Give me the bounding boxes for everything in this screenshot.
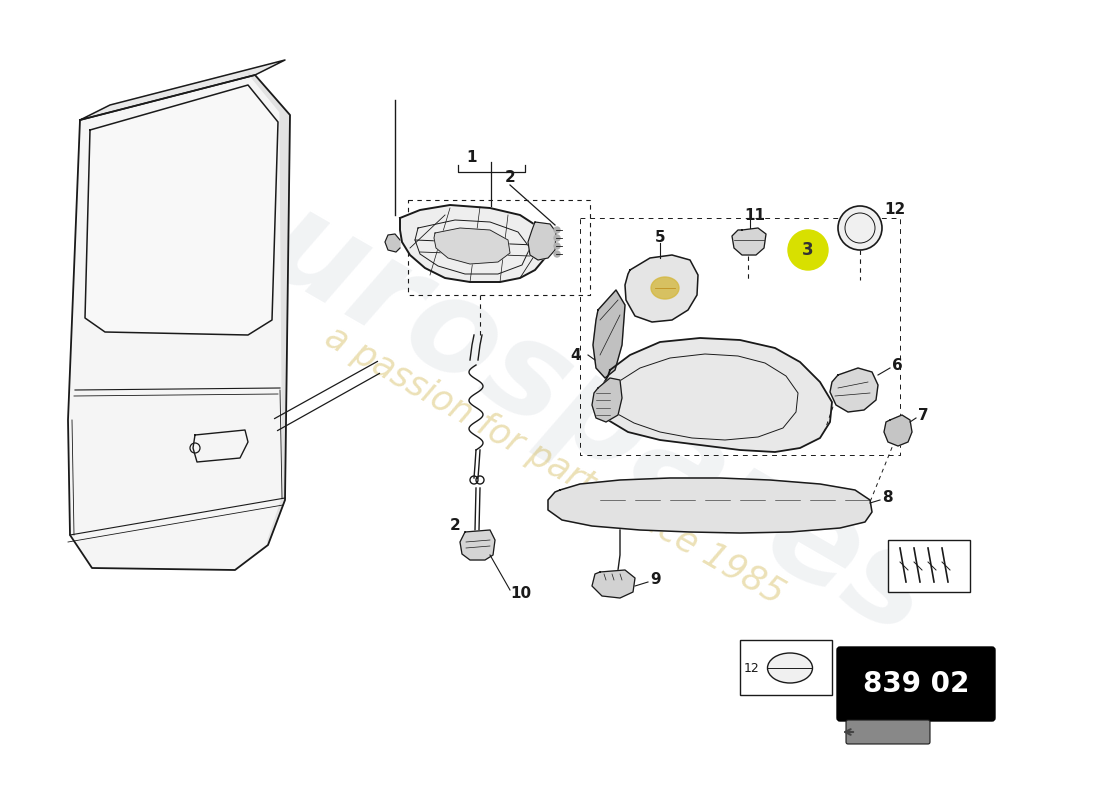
- Text: eurospares: eurospares: [167, 136, 954, 664]
- Polygon shape: [732, 228, 766, 255]
- FancyBboxPatch shape: [888, 540, 970, 592]
- Text: 4: 4: [571, 347, 581, 362]
- Polygon shape: [528, 222, 556, 260]
- FancyBboxPatch shape: [846, 720, 929, 744]
- Text: 11: 11: [745, 207, 766, 222]
- Text: 2: 2: [450, 518, 461, 533]
- Text: 12: 12: [884, 202, 905, 218]
- Polygon shape: [80, 60, 285, 120]
- Polygon shape: [625, 255, 698, 322]
- Text: 9: 9: [650, 573, 661, 587]
- Circle shape: [554, 251, 560, 257]
- Polygon shape: [593, 290, 625, 378]
- Text: 839 02: 839 02: [862, 670, 969, 698]
- Polygon shape: [884, 415, 912, 446]
- Text: 10: 10: [510, 586, 531, 602]
- Polygon shape: [68, 75, 290, 570]
- Polygon shape: [248, 73, 290, 545]
- Text: 12: 12: [744, 662, 760, 674]
- Polygon shape: [600, 338, 832, 452]
- Text: 8: 8: [882, 490, 892, 506]
- Polygon shape: [830, 368, 878, 412]
- Circle shape: [554, 227, 560, 233]
- Text: 6: 6: [892, 358, 903, 373]
- Polygon shape: [592, 378, 622, 422]
- Text: 7: 7: [918, 407, 928, 422]
- Polygon shape: [434, 228, 510, 264]
- Ellipse shape: [651, 277, 679, 299]
- Polygon shape: [548, 478, 872, 533]
- Text: 1: 1: [466, 150, 477, 166]
- Circle shape: [554, 243, 560, 249]
- FancyBboxPatch shape: [837, 647, 996, 721]
- Text: a passion for parts since 1985: a passion for parts since 1985: [319, 319, 791, 611]
- Circle shape: [554, 235, 560, 241]
- Circle shape: [838, 206, 882, 250]
- FancyBboxPatch shape: [740, 640, 832, 695]
- Polygon shape: [460, 530, 495, 560]
- Circle shape: [788, 230, 828, 270]
- Ellipse shape: [768, 653, 813, 683]
- Polygon shape: [592, 570, 635, 598]
- Polygon shape: [85, 85, 278, 335]
- Polygon shape: [385, 234, 400, 252]
- Polygon shape: [400, 205, 548, 282]
- Text: 2: 2: [505, 170, 516, 186]
- Text: 5: 5: [654, 230, 666, 245]
- Text: 3: 3: [802, 241, 814, 259]
